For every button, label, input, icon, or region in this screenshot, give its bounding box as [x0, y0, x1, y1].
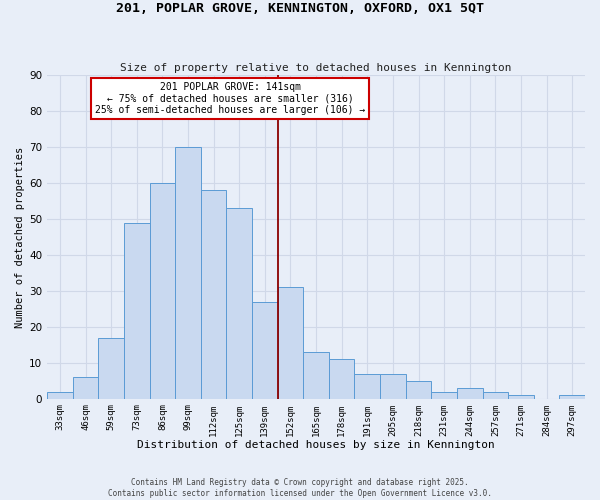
Bar: [73, 377, 98, 398]
Bar: [406, 380, 431, 398]
Text: Contains HM Land Registry data © Crown copyright and database right 2025.
Contai: Contains HM Land Registry data © Crown c…: [108, 478, 492, 498]
Bar: [98, 338, 124, 398]
Bar: [149, 183, 175, 398]
Bar: [201, 190, 226, 398]
X-axis label: Distribution of detached houses by size in Kennington: Distribution of detached houses by size …: [137, 440, 495, 450]
Bar: [47, 392, 73, 398]
Title: Size of property relative to detached houses in Kennington: Size of property relative to detached ho…: [121, 63, 512, 73]
Bar: [559, 395, 585, 398]
Text: 201 POPLAR GROVE: 141sqm
← 75% of detached houses are smaller (316)
25% of semi-: 201 POPLAR GROVE: 141sqm ← 75% of detach…: [95, 82, 365, 115]
Bar: [278, 288, 303, 399]
Bar: [303, 352, 329, 399]
Y-axis label: Number of detached properties: Number of detached properties: [15, 146, 25, 328]
Bar: [124, 222, 149, 398]
Bar: [431, 392, 457, 398]
Bar: [252, 302, 278, 398]
Bar: [329, 359, 355, 399]
Bar: [457, 388, 482, 398]
Bar: [508, 395, 534, 398]
Bar: [355, 374, 380, 398]
Bar: [482, 392, 508, 398]
Bar: [175, 147, 201, 399]
Text: 201, POPLAR GROVE, KENNINGTON, OXFORD, OX1 5QT: 201, POPLAR GROVE, KENNINGTON, OXFORD, O…: [116, 2, 484, 16]
Bar: [380, 374, 406, 398]
Bar: [226, 208, 252, 398]
